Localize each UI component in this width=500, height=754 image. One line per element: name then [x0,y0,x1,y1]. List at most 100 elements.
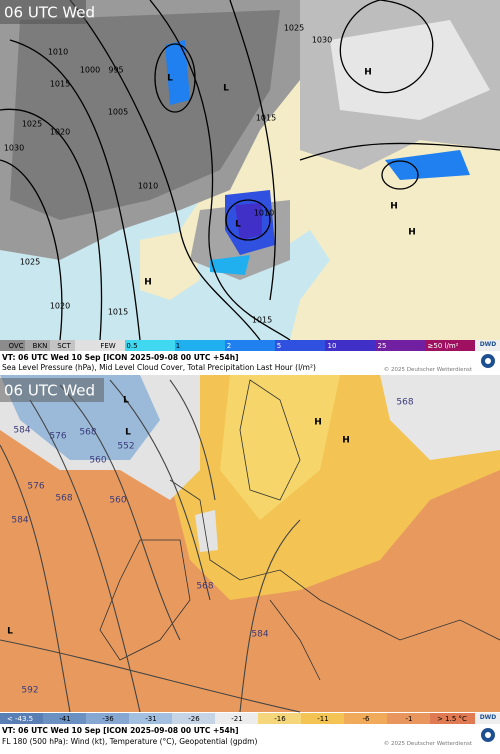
pressure-center: H [390,202,398,212]
contour-label: 560 [89,456,106,466]
isobar-label: 1010 [138,182,158,191]
pressure-center: L [7,627,13,637]
top-info: VT: 06 UTC Wed 10 Sep [ICON 2025-09-08 0… [2,341,496,373]
legend-swatch [375,340,425,351]
isobar-label: 1025 [22,120,42,129]
legend-swatch [86,713,129,724]
contour-label: 552 [117,442,134,452]
time-label-bg [0,378,104,402]
legend-swatch [125,340,175,351]
pressure-center: L [235,220,241,230]
legend-label: -11 [317,715,328,723]
isobar-label: 1015 [108,308,128,317]
legend-swatch [43,713,86,724]
precip [385,150,470,180]
legend-swatch [129,713,172,724]
isobar-label: 1020 [50,128,70,137]
description: FL 180 (500 hPa): Wind (kt), Temperature… [2,737,257,746]
legend-label: BKN [33,342,48,350]
legend-swatch [325,340,375,351]
isobar-label: 1005 [108,108,128,117]
temp-band [380,375,500,460]
top-map: 1010 1015 1025 1020 1030 1005 1000 995 1… [0,0,500,341]
legend-swatch [387,713,430,724]
legend-label: ≥50 l/m² [428,342,459,350]
isobar-label: 1030 [312,36,332,45]
pressure-center: H [314,418,322,428]
legend-swatch [258,713,301,724]
isobar-label: 1030 [4,144,24,153]
logo-icon [485,732,491,738]
logo: DWD [480,341,497,348]
legend-label: -1 [406,715,413,723]
legend-swatch [301,713,344,724]
legend-label: < -43.5 [7,715,33,723]
legend-swatch [0,340,25,351]
contour-label: 576 [27,482,44,492]
isobar-label: 1015 [50,80,70,89]
legend-label: -41 [59,715,70,723]
isobar-label: 1000 [80,66,100,75]
legend-swatch [75,340,125,351]
temp-band [195,510,218,552]
contour-label: 568 [79,428,96,438]
contour-label: 568 [196,582,213,592]
isobar-label: 1010 [254,209,274,218]
contour-label: 584 [13,426,30,436]
isobar-label: 1025 [284,24,304,33]
isobars [0,0,500,341]
legend-swatch [25,340,50,351]
cloud-few [330,20,490,120]
legend-label: 25 [378,342,387,350]
logo: DWD [480,714,497,721]
copyright: © 2025 Deutscher Wetterdienst [384,366,473,373]
top-legend: OVC BKN SCT FEW 0.5 1 2 5 10 25 ≥50 l/m² [0,340,500,351]
contour-label: 568 [396,398,413,408]
legend-label: 5 [277,342,281,350]
bottom-info: VT: 06 UTC Wed 10 Sep [ICON 2025-09-08 0… [2,714,496,747]
legend-swatch [225,340,275,351]
bottom-map: 584 576 568 560 552 560 568 576 584 592 … [0,375,500,713]
isobar-label: 1010 [48,48,68,57]
isobar-label: 1015 [256,114,276,123]
contour-label: 560 [109,496,126,506]
legend-swatch [0,713,43,724]
coastlines [99,379,500,681]
isobar-label: 1025 [20,258,40,267]
legend-label: > 1.5 °C [437,715,467,723]
contour-label: 584 [11,516,28,526]
legend-label: SCT [57,342,71,350]
time-label: 06 UTC Wed [4,382,95,400]
description: Sea Level Pressure (hPa), Mid Level Clou… [2,363,316,372]
pressure-center: H [408,228,416,238]
bottom-legend: < -43.5 -41 -36 -31 -26 -21 -16 -11 -6 -… [0,713,500,724]
copyright: © 2025 Deutscher Wetterdienst [384,740,473,747]
precip [165,40,190,105]
legend-swatch [275,340,325,351]
geopotential-contours [0,379,301,713]
legend-label: FEW [100,342,115,350]
legend-label: -16 [274,715,286,723]
pressure-center: L [123,396,129,406]
contour-labels: 584 576 568 560 552 560 568 576 584 592 … [7,396,414,696]
logo-icon [485,358,491,364]
legend-label: -31 [145,715,156,723]
pressure-center: L [223,84,229,94]
legend-swatch [430,713,475,724]
legend-label: -6 [363,715,371,723]
isobar-label: 995 [108,66,123,75]
pressure-center: H [364,68,372,78]
legend-label: OVC [8,342,23,350]
time-label: 06 UTC Wed [4,4,95,22]
legend-swatch [172,713,215,724]
contour-label: 576 [49,432,66,442]
pressure-center: H [342,436,350,446]
contour-label: 568 [55,494,72,504]
legend-swatch [344,713,387,724]
valid-time: VT: 06 UTC Wed 10 Sep [ICON 2025-09-08 0… [2,353,239,362]
contour-label: 584 [251,630,268,640]
precip [235,203,262,240]
legend-label: 0.5 [126,342,137,350]
legend-label: -36 [102,715,114,723]
isobar-labels: 1010 1015 1025 1020 1030 1005 1000 995 1… [4,24,416,325]
